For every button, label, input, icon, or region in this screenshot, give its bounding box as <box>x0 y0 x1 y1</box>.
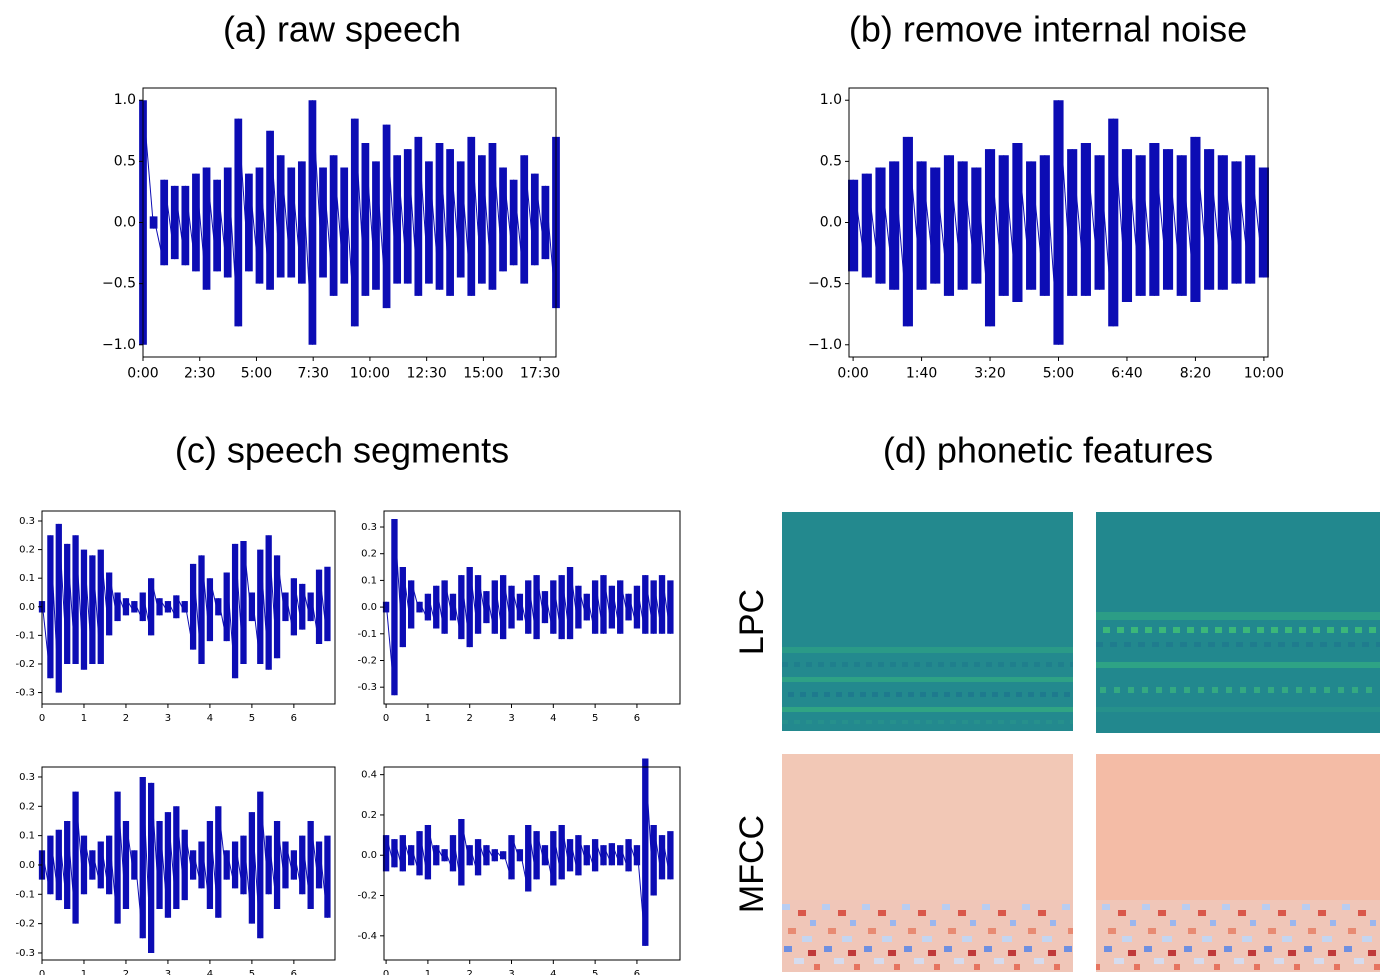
x-tick-label: 5:00 <box>241 365 272 381</box>
x-tick-label: 6 <box>634 969 640 975</box>
panel-title: (c) speech segments <box>175 430 509 471</box>
x-tick-label: 6:40 <box>1111 365 1142 381</box>
x-tick-label: 5 <box>249 713 255 724</box>
x-tick-label: 10:00 <box>1244 365 1284 381</box>
panel-title: (b) remove internal noise <box>849 9 1247 50</box>
y-tick-label: 0.2 <box>19 801 35 812</box>
x-tick-label: 1 <box>425 713 431 724</box>
x-tick-label: 2 <box>123 969 129 975</box>
y-tick-label: -0.2 <box>357 655 377 666</box>
y-tick-label: −1.0 <box>102 337 136 353</box>
y-tick-label: 0.1 <box>19 831 35 842</box>
x-tick-label: 5 <box>249 969 255 975</box>
x-tick-label: 15:00 <box>463 365 503 381</box>
x-tick-label: 0:00 <box>127 365 158 381</box>
y-tick-label: -0.2 <box>15 659 35 670</box>
x-tick-label: 10:00 <box>350 365 390 381</box>
y-tick-label: 0.2 <box>19 545 35 556</box>
x-tick-label: 6 <box>634 713 640 724</box>
panel-title: (a) raw speech <box>223 9 461 50</box>
x-tick-label: 0 <box>383 713 389 724</box>
x-tick-label: 2 <box>467 969 473 975</box>
y-tick-label: −0.5 <box>808 276 842 292</box>
mfcc-heatmap <box>1096 900 1380 972</box>
y-tick-label: -0.1 <box>15 889 35 900</box>
x-tick-label: 4 <box>207 969 213 975</box>
x-tick-label: 8:20 <box>1180 365 1211 381</box>
y-tick-label: -0.2 <box>15 919 35 930</box>
y-tick-label: 0.2 <box>361 810 377 821</box>
x-tick-label: 1:40 <box>906 365 937 381</box>
x-tick-label: 17:30 <box>520 365 560 381</box>
x-tick-label: 4 <box>207 713 213 724</box>
x-tick-label: 4 <box>550 969 556 975</box>
y-tick-label: -0.1 <box>357 629 377 640</box>
y-tick-label: 0.0 <box>361 602 377 613</box>
y-tick-label: -0.1 <box>15 630 35 641</box>
y-tick-label: 0.4 <box>361 770 377 781</box>
x-tick-label: 6 <box>291 713 297 724</box>
lpc-heatmap <box>782 512 1073 731</box>
lpc-heatmap <box>1096 512 1380 733</box>
y-tick-label: 0.5 <box>114 153 136 169</box>
figure: (a) raw speech (b) remove internal noise… <box>0 0 1380 975</box>
y-tick-label: -0.2 <box>357 891 377 902</box>
x-tick-label: 12:30 <box>406 365 446 381</box>
x-tick-label: 2 <box>123 713 129 724</box>
x-tick-label: 0 <box>383 969 389 975</box>
x-tick-label: 3:20 <box>974 365 1005 381</box>
x-tick-label: 1 <box>425 969 431 975</box>
x-tick-label: 3 <box>508 969 514 975</box>
y-tick-label: 0.0 <box>114 215 136 231</box>
y-tick-label: 0.0 <box>19 860 35 871</box>
y-tick-label: -0.3 <box>15 948 35 959</box>
mfcc-heatmap <box>1096 754 1380 900</box>
y-tick-label: -0.3 <box>357 682 377 693</box>
y-tick-label: 1.0 <box>820 92 842 108</box>
x-tick-label: 1 <box>81 713 87 724</box>
x-tick-label: 0 <box>39 713 45 724</box>
y-tick-label: 0.3 <box>19 772 35 783</box>
y-tick-label: 0.5 <box>820 153 842 169</box>
mfcc-heatmap <box>782 754 1073 900</box>
y-tick-label: 0.3 <box>19 516 35 527</box>
feature-label: MFCC <box>733 815 771 913</box>
mfcc-heatmap <box>782 900 1073 972</box>
y-tick-label: 0.0 <box>19 602 35 613</box>
x-tick-label: 6 <box>291 969 297 975</box>
y-tick-label: 1.0 <box>114 92 136 108</box>
x-tick-label: 0 <box>39 969 45 975</box>
feature-label: LPC <box>733 589 771 655</box>
x-tick-label: 5 <box>592 713 598 724</box>
x-tick-label: 0:00 <box>837 365 868 381</box>
x-tick-label: 2:30 <box>184 365 215 381</box>
x-tick-label: 1 <box>81 969 87 975</box>
y-tick-label: -0.4 <box>357 931 377 942</box>
y-tick-label: 0.3 <box>361 522 377 533</box>
x-tick-label: 2 <box>467 713 473 724</box>
figure-canvas: (a) raw speech (b) remove internal noise… <box>0 0 1380 975</box>
x-tick-label: 3 <box>508 713 514 724</box>
y-tick-label: 0.0 <box>361 850 377 861</box>
y-tick-label: −1.0 <box>808 337 842 353</box>
y-tick-label: 0.1 <box>361 575 377 586</box>
y-tick-label: 0.0 <box>820 215 842 231</box>
y-tick-label: 0.1 <box>19 573 35 584</box>
x-tick-label: 4 <box>550 713 556 724</box>
x-tick-label: 3 <box>165 969 171 975</box>
x-tick-label: 7:30 <box>297 365 328 381</box>
y-tick-label: −0.5 <box>102 276 136 292</box>
panel-title: (d) phonetic features <box>883 430 1213 471</box>
y-tick-label: -0.3 <box>15 688 35 699</box>
x-tick-label: 3 <box>165 713 171 724</box>
x-tick-label: 5:00 <box>1043 365 1074 381</box>
y-tick-label: 0.2 <box>361 549 377 560</box>
x-tick-label: 5 <box>592 969 598 975</box>
